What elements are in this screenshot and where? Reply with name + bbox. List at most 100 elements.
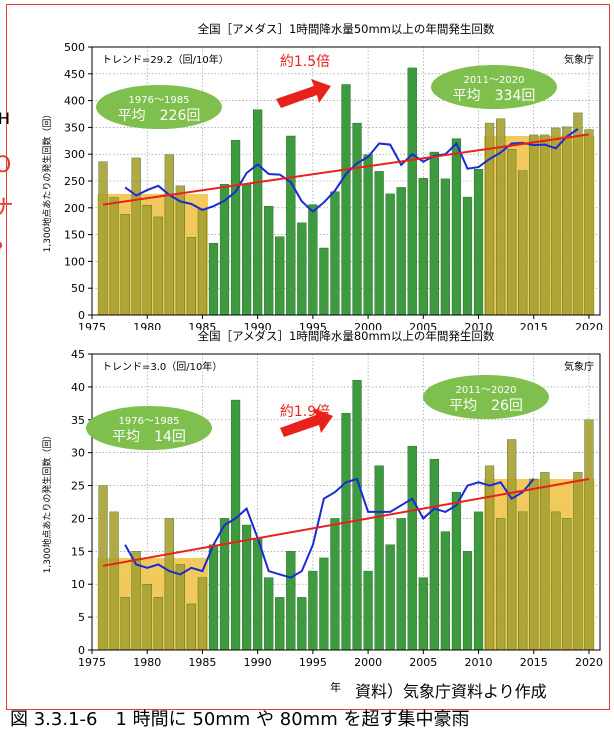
trend-line [102,133,590,206]
year-axis-label: 年 [330,680,341,694]
y-tick-label: 450 [64,68,85,81]
data-bar [374,465,384,651]
data-bar [341,413,351,651]
data-bar [407,445,417,651]
period1-range-label: 1976～1985 [129,95,190,106]
data-bar [440,531,451,651]
source-note: 年資料）気象庁資料より作成 [330,678,547,702]
y-tick-label: 10 [71,578,85,591]
data-bar [396,518,406,651]
x-tick-label: 2000 [354,321,382,330]
x-tick-label: 2000 [354,656,382,669]
data-bar [153,597,163,651]
data-bar [540,472,550,651]
y-tick-label: 50 [71,282,85,295]
y-tick-label: 150 [64,229,85,242]
y-axis-label: 1,300地点あたりの発生回数（回） [41,110,53,253]
data-bar [429,459,439,651]
side-char-3: ナ [0,196,12,221]
y-tick-label: 0 [78,309,85,322]
x-tick-label: 1980 [133,656,161,669]
side-char-1: H [0,109,10,128]
y-tick-label: 350 [64,121,85,134]
x-tick-label: 2010 [465,656,493,669]
data-bar [241,524,252,651]
data-bar [529,478,539,651]
period1-average-label: 平均 226回 [118,108,201,124]
y-tick-label: 30 [71,447,85,460]
data-bar [473,511,484,651]
agency-label: 気象庁 [564,360,594,373]
chart-50mm: 全国［アメダス］1時間降水量50mm以上の年間発生回数 0 50 100 150 200 2… [41,22,603,330]
increase-arrow [276,79,331,108]
data-bar [308,570,318,651]
x-tick-label: 1975 [78,656,106,669]
y-tick-label: 200 [64,202,85,215]
data-bar [142,584,152,651]
y-tick-label: 100 [64,255,85,268]
data-bar [164,518,174,651]
x-tick-label: 1990 [244,321,272,330]
data-bar [507,439,517,651]
x-tick-label: 2015 [520,656,548,669]
source-text: 資料）気象庁資料より作成 [355,682,547,701]
period1-ellipse [96,85,222,129]
side-text-strip: H O ナ ? [0,0,12,729]
y-tick-label: 40 [71,381,85,394]
x-tick-label: 2010 [465,321,493,330]
y-tick-label: 250 [64,175,85,188]
data-bar [109,511,119,651]
data-bar [363,570,373,651]
period1-ellipse [86,406,212,450]
y-tick-label: 15 [71,545,85,558]
side-char-4: ? [0,239,4,264]
x-tick-label: 1980 [133,321,161,330]
period2-average-label: 平均 26回 [449,398,523,414]
data-bar [98,485,108,651]
period2-range-label: 2011～2020 [456,385,517,396]
figure-caption: 図 3.3.1-6 1 時間に 50mm や 80mm を超す集中豪雨 [10,709,470,730]
data-bar [484,465,495,651]
x-tick-label: 2020 [575,656,603,669]
data-bar [219,518,230,651]
data-bar [584,419,594,651]
plot-frame [91,353,601,651]
y-tick-label: 25 [71,480,85,493]
data-bar [208,544,219,651]
data-bar [275,597,285,651]
data-bar [352,380,362,651]
data-bar [495,518,506,651]
x-tick-label: 2005 [409,656,437,669]
chart-title: 全国［アメダス］1時間降水量80mm以上の年間発生回数 [198,329,495,343]
x-tick-label: 2005 [409,321,437,330]
ratio-label: 約1.5倍 [280,54,330,70]
data-bar [253,537,263,651]
x-tick-label: 2015 [520,321,548,330]
period1-average-label: 平均 14回 [112,429,186,445]
data-bar [562,518,572,651]
y-axis-label: 1,300地点あたりの発生回数（回） [41,431,53,574]
period2-average-label: 平均 334回 [453,88,536,104]
data-bar [297,597,307,651]
data-bar [197,577,208,651]
x-tick-label: 2020 [575,321,603,330]
period2-ellipse [423,375,549,419]
moving-average-line [124,477,535,579]
trend-line [102,477,590,567]
x-tick-label: 1985 [188,656,216,669]
data-bar [551,511,561,651]
data-bar [120,597,130,651]
x-tick-label: 1985 [188,321,216,330]
data-bar [264,577,274,651]
data-bar [330,518,340,651]
trend-label: トレンド=29.2（回/10年） [102,53,229,66]
agency-label: 気象庁 [564,53,594,66]
data-bar [186,603,197,651]
period2-range-label: 2011～2020 [464,75,525,86]
data-bar [451,491,462,651]
trend-label: トレンド=3.0（回/10年） [102,360,222,373]
data-bar [286,551,296,651]
y-tick-label: 45 [71,348,85,361]
chart-80mm: 全国［アメダス］1時間降水量80mm以上の年間発生回数 0 5 10 15 20 25 30 3… [41,329,603,669]
data-bar [175,564,185,651]
